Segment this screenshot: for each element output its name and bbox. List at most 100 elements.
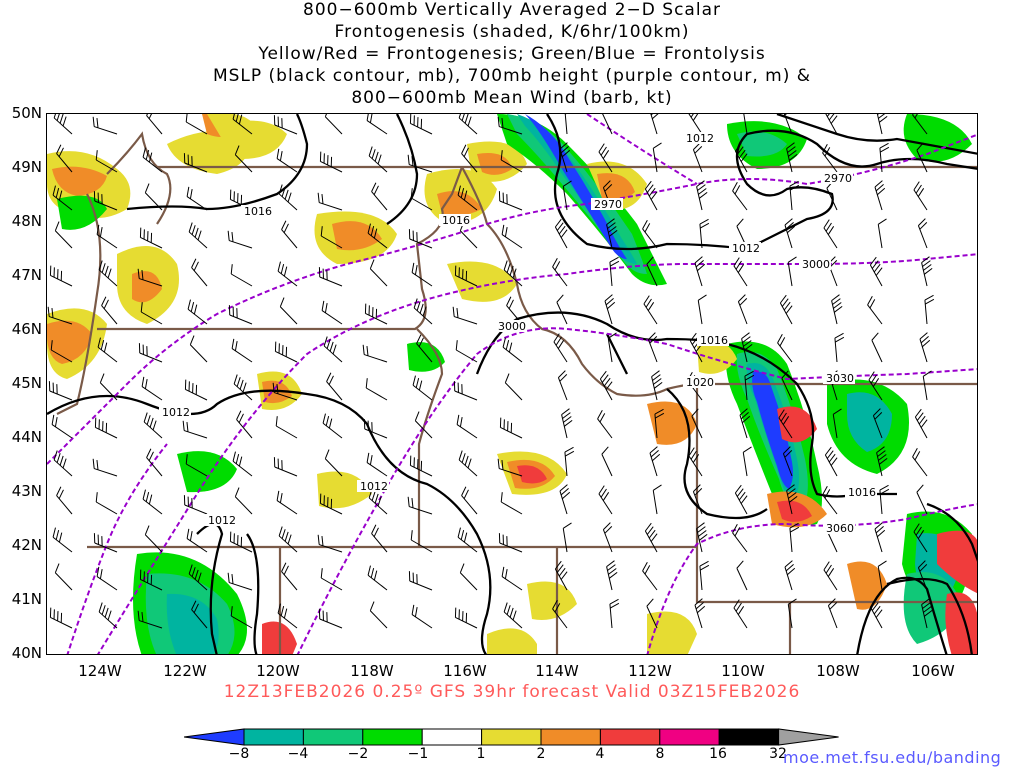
wind-barb (409, 455, 433, 477)
wind-barb (834, 332, 845, 363)
wind-barb (787, 598, 797, 629)
wind-barb (654, 408, 665, 439)
wind-barb (457, 185, 478, 211)
colorbar-box (599, 728, 661, 746)
wind-barb (408, 571, 433, 591)
wind-barb (409, 114, 433, 135)
colorbar-tick: −1 (407, 746, 429, 762)
lon-label: 114W (535, 662, 579, 680)
wind-barb (368, 488, 388, 515)
wind-barb (789, 180, 800, 211)
wind-barb (365, 378, 388, 401)
wind-barb (789, 522, 800, 553)
wind-barb (97, 337, 118, 363)
wind-barb (52, 185, 73, 211)
wind-barb (281, 562, 298, 591)
wind-barb (498, 191, 523, 211)
wind-barb (696, 522, 708, 553)
wind-barb (779, 294, 793, 325)
credit-link[interactable]: moe.met.fsu.edu/banding (783, 748, 1002, 767)
wind-barb (913, 523, 928, 553)
wind-barb (699, 218, 710, 249)
wind-barb (459, 563, 478, 591)
wind-barb (832, 408, 842, 439)
wind-barb (182, 420, 208, 439)
wind-barb (184, 379, 208, 401)
lon-label: 110W (721, 662, 765, 680)
wind-barb (47, 306, 73, 325)
wind-barb (232, 114, 253, 135)
wind-barb (234, 145, 253, 173)
wind-barb (455, 340, 478, 363)
mslp-label: 1016 (442, 214, 470, 227)
wind-barb (99, 373, 118, 401)
wind-barb (868, 371, 883, 401)
colorbar-tick: −2 (347, 746, 369, 762)
colorbar-box (659, 728, 720, 746)
wind-barb (54, 221, 73, 249)
wind-barb (96, 566, 118, 591)
mslp-label: 1012 (360, 480, 388, 493)
wind-barb (452, 306, 478, 325)
wind-barb (101, 296, 118, 325)
lat-label: 42N (11, 536, 42, 554)
wind-barb (598, 485, 613, 515)
wind-barb (739, 408, 751, 439)
wind-barb (921, 598, 933, 629)
wind-barb (53, 450, 73, 477)
wind-barb (186, 528, 208, 553)
wind-barb (92, 458, 118, 477)
wind-barb (606, 218, 618, 249)
wind-barb (320, 226, 343, 249)
wind-barb (694, 256, 706, 287)
wind-barb (143, 412, 163, 439)
wind-barb (188, 222, 208, 249)
wind-barb (274, 341, 298, 363)
wind-barb (786, 484, 798, 515)
wind-barb (562, 522, 572, 553)
wind-barb (499, 417, 523, 439)
wind-barb (601, 114, 613, 135)
wind-barb (914, 408, 928, 439)
wind-barb (367, 565, 388, 591)
wind-barb (183, 153, 208, 173)
wind-barb (607, 332, 617, 363)
wind-barb (369, 259, 388, 287)
wind-barb (48, 381, 73, 401)
wind-barb (96, 224, 118, 249)
colorbar-box (302, 728, 364, 746)
wind-barb (49, 265, 73, 287)
lat-label: 47N (11, 266, 42, 284)
wind-barb (368, 146, 388, 173)
lat-label: 44N (11, 428, 42, 446)
wind-barb (744, 370, 755, 401)
wind-barb (688, 447, 703, 477)
wind-barb (599, 370, 613, 401)
wind-barb (319, 493, 343, 515)
wind-barb (140, 302, 163, 325)
colorbar-tick: −8 (228, 746, 250, 762)
wind-barb (913, 181, 928, 211)
wind-barb (366, 114, 388, 135)
wind-barb (922, 370, 932, 401)
wind-barb (917, 218, 928, 249)
wind-barb (367, 223, 388, 249)
mslp-label: 1012 (686, 132, 714, 145)
wind-barb (696, 180, 708, 211)
wind-barb (784, 560, 796, 591)
wind-barb (644, 522, 658, 553)
wind-barb (559, 142, 571, 173)
wind-barb (742, 446, 752, 477)
wind-barb (912, 114, 928, 135)
wind-barb (229, 531, 253, 553)
wind-barb (411, 262, 433, 287)
wind-barb (733, 599, 748, 629)
wind-barb (230, 264, 253, 287)
map-panel: 1012 1016 1016 1012 1012 1016 1020 1016 … (46, 113, 978, 655)
wind-barb (552, 599, 568, 629)
wind-barb (95, 150, 118, 173)
mslp-label: 1016 (848, 486, 876, 499)
wind-barb (56, 486, 73, 515)
wind-barb (273, 457, 298, 477)
wind-barb (737, 294, 748, 325)
